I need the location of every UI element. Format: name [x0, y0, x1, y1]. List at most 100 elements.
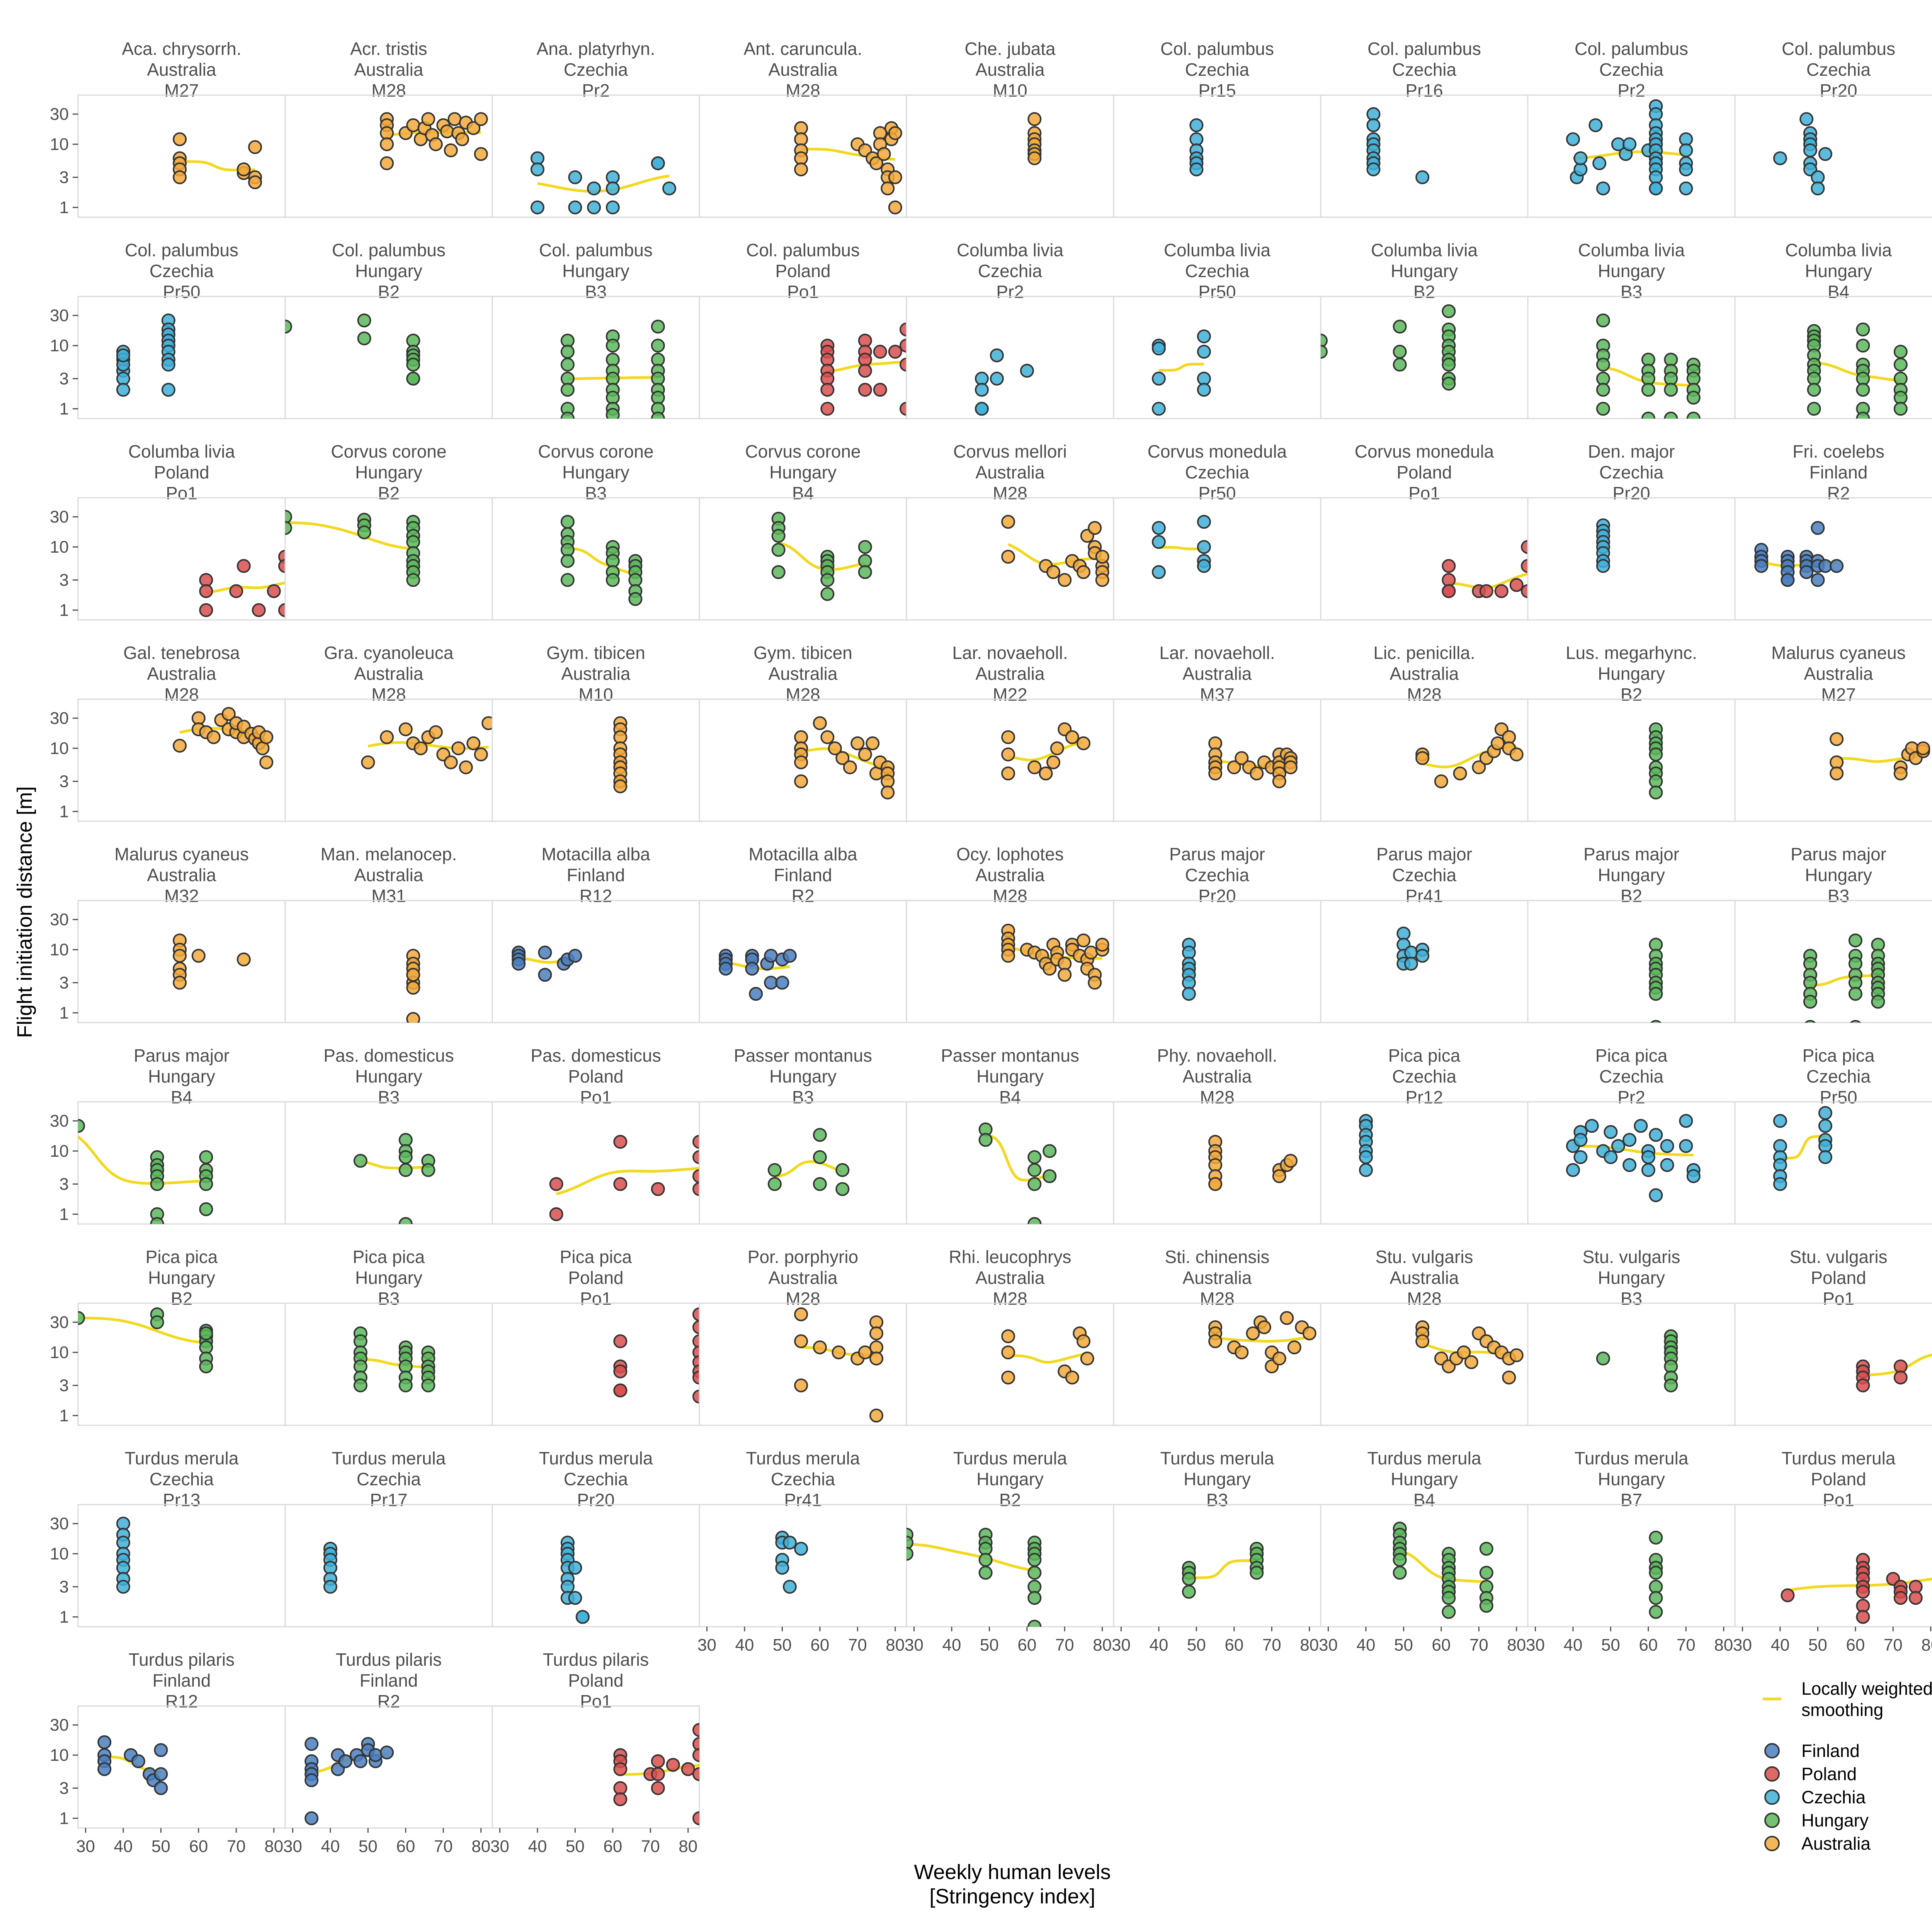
- data-point: [1442, 304, 1456, 318]
- smoothing-line: [1158, 363, 1204, 372]
- panel-title-country: Czechia: [1185, 261, 1250, 281]
- data-point: [406, 118, 420, 132]
- data-point: [1027, 1591, 1042, 1605]
- panel-marks: [549, 1135, 699, 1221]
- data-point: [662, 181, 677, 196]
- panel-frame: [492, 296, 700, 419]
- data-point: [1095, 550, 1109, 564]
- data-point: [1027, 1150, 1042, 1164]
- data-point: [692, 1150, 699, 1164]
- panel-title-site: M28: [786, 684, 820, 705]
- panel-title-country: Hungary: [355, 261, 422, 281]
- data-point: [1189, 118, 1204, 132]
- data-point: [628, 592, 643, 606]
- panel-frame: [77, 698, 286, 822]
- data-point: [794, 1542, 808, 1556]
- data-point: [1001, 1329, 1015, 1343]
- panel-marks: [380, 112, 488, 170]
- y-tick-label: 10: [50, 1343, 69, 1362]
- x-tick-label: 80: [1507, 1636, 1526, 1655]
- data-point: [1649, 987, 1663, 1001]
- data-point: [1649, 1591, 1663, 1605]
- data-point: [906, 1535, 913, 1550]
- data-point: [1065, 730, 1079, 744]
- panel-title-site: M28: [1407, 1289, 1441, 1309]
- data-point: [1773, 151, 1787, 165]
- y-tick-label: 3: [60, 369, 69, 388]
- panel-marks: [794, 121, 902, 214]
- y-tick-label: 30: [50, 1716, 69, 1735]
- data-point: [888, 126, 902, 140]
- panel-title-site: Pr15: [1198, 80, 1236, 100]
- data-point: [692, 1811, 699, 1825]
- panel-title-site: Pr16: [1405, 80, 1443, 100]
- panel-title-site: M28: [1200, 1289, 1234, 1309]
- data-point: [1393, 319, 1407, 334]
- panel-title-site: M31: [371, 886, 406, 906]
- data-point: [794, 755, 808, 769]
- data-point: [1457, 1345, 1471, 1360]
- data-point: [794, 774, 808, 788]
- data-point: [775, 1561, 789, 1575]
- panel-frame: [492, 1504, 700, 1627]
- data-point: [1321, 345, 1328, 359]
- data-point: [1027, 151, 1042, 165]
- x-tick-label: 80: [1714, 1636, 1733, 1655]
- panel-title-species: Lus. megarhync.: [1566, 643, 1697, 663]
- data-point: [229, 584, 243, 598]
- y-tick-label: 1: [60, 1406, 69, 1425]
- panel-title-country: Australia: [769, 1268, 838, 1288]
- y-tick-label: 1: [60, 1004, 69, 1023]
- y-tick-label: 30: [50, 1313, 69, 1332]
- data-point: [1893, 1370, 1908, 1385]
- data-point: [900, 357, 906, 372]
- panel-marks: [1151, 515, 1211, 579]
- data-point: [881, 181, 895, 196]
- data-point: [248, 140, 262, 154]
- panel-frame: [1734, 1504, 1932, 1627]
- data-point: [651, 412, 665, 419]
- data-point: [173, 132, 187, 146]
- panel-frame: [1527, 296, 1736, 419]
- panel-title-country: Australia: [1390, 664, 1459, 684]
- data-point: [459, 760, 473, 775]
- legend-key-finland: [1764, 1743, 1780, 1758]
- panel-title-country: Hungary: [976, 1469, 1044, 1489]
- panel-title-species: Sti. chinensis: [1165, 1247, 1269, 1267]
- x-tick-label: 80: [1921, 1636, 1932, 1655]
- data-point: [1442, 1605, 1456, 1619]
- data-point: [560, 357, 575, 372]
- data-point: [1095, 573, 1109, 587]
- data-point: [1479, 584, 1493, 598]
- panel-marks: [820, 322, 906, 416]
- panel-title-site: Pr41: [1405, 886, 1443, 906]
- panel-marks: [173, 707, 274, 769]
- data-point: [150, 1177, 164, 1191]
- data-point: [1622, 1133, 1637, 1147]
- x-tick-label: 40: [1563, 1636, 1582, 1655]
- panel-title-site: B3: [1621, 1289, 1642, 1309]
- data-point: [1893, 402, 1908, 416]
- data-point: [421, 112, 435, 126]
- data-point: [259, 730, 274, 744]
- data-point: [1151, 535, 1166, 549]
- data-point: [1472, 760, 1486, 775]
- panel-title-site: B4: [999, 1087, 1021, 1107]
- panel-title-country: Australia: [976, 462, 1045, 482]
- data-point: [775, 975, 789, 990]
- y-tick-label: 30: [50, 1514, 69, 1533]
- data-point: [605, 573, 620, 587]
- data-point: [413, 741, 428, 756]
- x-tick-label: 50: [1394, 1636, 1413, 1655]
- panel-title-country: Hungary: [355, 1066, 422, 1086]
- panel-title-country: Australia: [769, 664, 838, 684]
- panel-marks: [1027, 112, 1042, 165]
- data-point: [975, 383, 989, 397]
- data-point: [406, 1012, 420, 1023]
